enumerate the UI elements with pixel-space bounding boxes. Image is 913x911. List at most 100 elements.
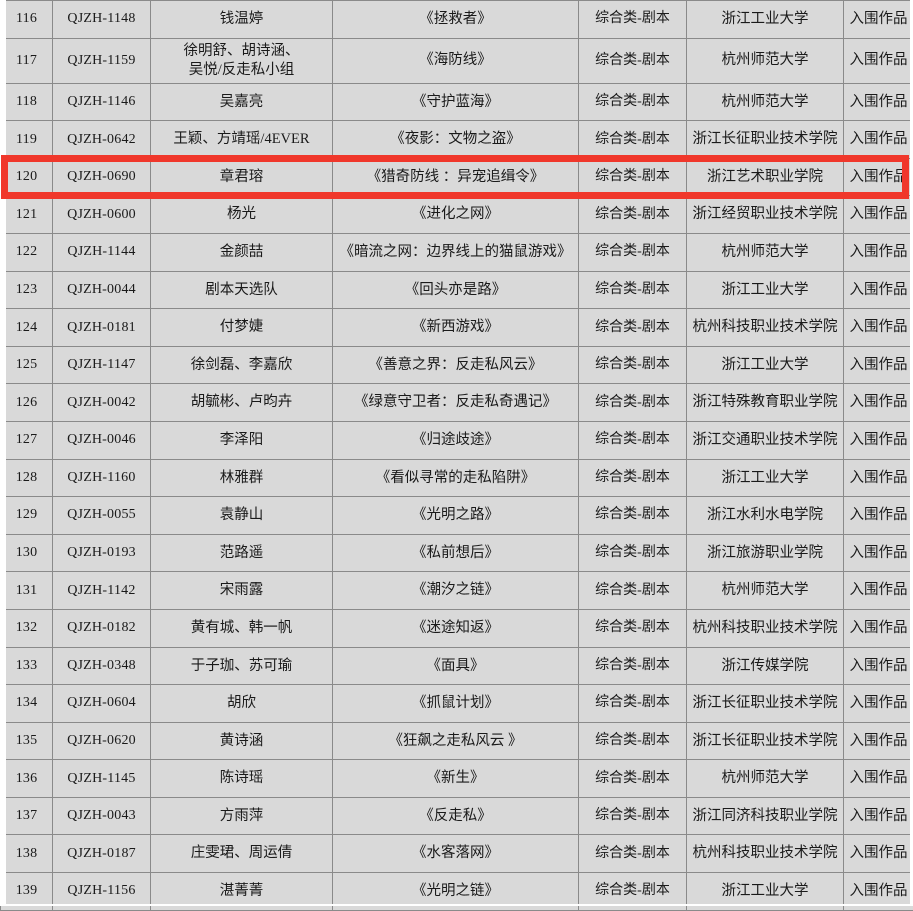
work-code-cell: QJZH-0187 bbox=[53, 835, 151, 873]
school-cell: 浙江水利水电学院 bbox=[687, 497, 844, 535]
row-index-cell: 138 bbox=[1, 835, 53, 873]
award-status-cell: 入围作品 bbox=[844, 83, 913, 121]
school-cell: 杭州师范大学 bbox=[687, 572, 844, 610]
work-code-cell: QJZH-0043 bbox=[53, 797, 151, 835]
work-title-cell: 《光明之路》 bbox=[333, 497, 579, 535]
award-status-cell: 入围作品 bbox=[844, 384, 913, 422]
school-cell: 浙江经贸职业技术学院 bbox=[687, 196, 844, 234]
award-status-cell: 入围作品 bbox=[844, 835, 913, 873]
author-line: 章君瑢 bbox=[154, 168, 329, 187]
work-title-cell: 《归途歧途》 bbox=[333, 421, 579, 459]
work-code-cell: QJZH-1146 bbox=[53, 83, 151, 121]
school-cell: 浙江旅游职业学院 bbox=[687, 534, 844, 572]
work-title-cell: 《潮汐之链》 bbox=[333, 572, 579, 610]
award-status-cell: 入围作品 bbox=[844, 233, 913, 271]
category-cell: 综合类-剧本 bbox=[579, 722, 687, 760]
row-index-cell: 124 bbox=[1, 309, 53, 347]
school-cell: 杭州师范大学 bbox=[687, 38, 844, 83]
category-cell: 综合类-剧本 bbox=[579, 233, 687, 271]
row-index-cell: 117 bbox=[1, 38, 53, 83]
work-code-cell: QJZH-0348 bbox=[53, 647, 151, 685]
award-status-cell: 入围作品 bbox=[844, 1, 913, 39]
author-cell: 金颜喆 bbox=[151, 233, 333, 271]
row-index-cell: 121 bbox=[1, 196, 53, 234]
row-index-cell: 125 bbox=[1, 346, 53, 384]
school-cell: 浙江工业大学 bbox=[687, 1, 844, 39]
award-status-cell: 入围作品 bbox=[844, 722, 913, 760]
award-status-cell: 入围作品 bbox=[844, 685, 913, 723]
author-cell: 章君瑢 bbox=[151, 158, 333, 196]
author-cell: 钱温婷 bbox=[151, 1, 333, 39]
work-code-cell: QJZH-1148 bbox=[53, 1, 151, 39]
row-index-cell: 137 bbox=[1, 797, 53, 835]
author-cell: 于子珈、苏可瑜 bbox=[151, 647, 333, 685]
work-code-cell: QJZH-1160 bbox=[53, 459, 151, 497]
award-status-cell: 入围作品 bbox=[844, 647, 913, 685]
school-cell: 浙江工业大学 bbox=[687, 346, 844, 384]
work-code-cell: QJZH-0690 bbox=[53, 158, 151, 196]
award-status-cell: 入围作品 bbox=[844, 271, 913, 309]
row-index-cell: 131 bbox=[1, 572, 53, 610]
work-code-cell: QJZH-0620 bbox=[53, 722, 151, 760]
work-title-cell: 《迷途知返》 bbox=[333, 609, 579, 647]
school-cell: 浙江传媒学院 bbox=[687, 647, 844, 685]
author-line: 金颜喆 bbox=[154, 243, 329, 262]
category-cell: 综合类-剧本 bbox=[579, 647, 687, 685]
award-status-cell: 入围作品 bbox=[844, 309, 913, 347]
category-cell: 综合类-剧本 bbox=[579, 685, 687, 723]
work-title-cell: 《善意之界：反走私风云》 bbox=[333, 346, 579, 384]
work-title-cell: 《海防线》 bbox=[333, 38, 579, 83]
work-code-cell: QJZH-0604 bbox=[53, 685, 151, 723]
work-code-cell: QJZH-1159 bbox=[53, 38, 151, 83]
category-cell: 综合类-剧本 bbox=[579, 459, 687, 497]
award-status-cell: 入围作品 bbox=[844, 497, 913, 535]
author-line: 范路遥 bbox=[154, 544, 329, 563]
author-cell: 林雅群 bbox=[151, 459, 333, 497]
award-status-cell: 入围作品 bbox=[844, 196, 913, 234]
row-index-cell: 116 bbox=[1, 1, 53, 39]
work-title-cell: 《看似寻常的走私陷阱》 bbox=[333, 459, 579, 497]
work-title-cell: 《面具》 bbox=[333, 647, 579, 685]
work-title-cell: 《猎奇防线 ：异宠追缉令》 bbox=[333, 158, 579, 196]
author-line: 吴悦/反走私小组 bbox=[154, 61, 329, 80]
author-cell: 黄诗涵 bbox=[151, 722, 333, 760]
row-index-cell: 128 bbox=[1, 459, 53, 497]
author-cell: 庄雯珺、周运倩 bbox=[151, 835, 333, 873]
work-code-cell: QJZH-0642 bbox=[53, 121, 151, 159]
work-code-cell: QJZH-1142 bbox=[53, 572, 151, 610]
award-status-cell: 入围作品 bbox=[844, 572, 913, 610]
author-cell: 陈诗瑶 bbox=[151, 760, 333, 798]
author-line: 吴嘉亮 bbox=[154, 93, 329, 112]
category-cell: 综合类-剧本 bbox=[579, 121, 687, 159]
category-cell: 综合类-剧本 bbox=[579, 83, 687, 121]
school-cell: 浙江同济科技职业学院 bbox=[687, 797, 844, 835]
row-index-cell: 130 bbox=[1, 534, 53, 572]
category-cell: 综合类-剧本 bbox=[579, 1, 687, 39]
school-cell: 浙江交通职业技术学院 bbox=[687, 421, 844, 459]
work-title-cell: 《绿意守卫者：反走私奇遇记》 bbox=[333, 384, 579, 422]
author-line: 宋雨露 bbox=[154, 581, 329, 600]
work-title-cell: 《新生》 bbox=[333, 760, 579, 798]
author-cell: 付梦婕 bbox=[151, 309, 333, 347]
work-code-cell: QJZH-0055 bbox=[53, 497, 151, 535]
school-cell: 浙江长征职业技术学院 bbox=[687, 685, 844, 723]
work-title-cell: 《进化之网》 bbox=[333, 196, 579, 234]
category-cell: 综合类-剧本 bbox=[579, 497, 687, 535]
work-code-cell: QJZH-0042 bbox=[53, 384, 151, 422]
work-title-cell: 《私前想后》 bbox=[333, 534, 579, 572]
work-title-cell: 《暗流之网：边界线上的猫鼠游戏》 bbox=[333, 233, 579, 271]
award-status-cell: 入围作品 bbox=[844, 38, 913, 83]
work-code-cell: QJZH-0044 bbox=[53, 271, 151, 309]
author-cell: 袁静山 bbox=[151, 497, 333, 535]
